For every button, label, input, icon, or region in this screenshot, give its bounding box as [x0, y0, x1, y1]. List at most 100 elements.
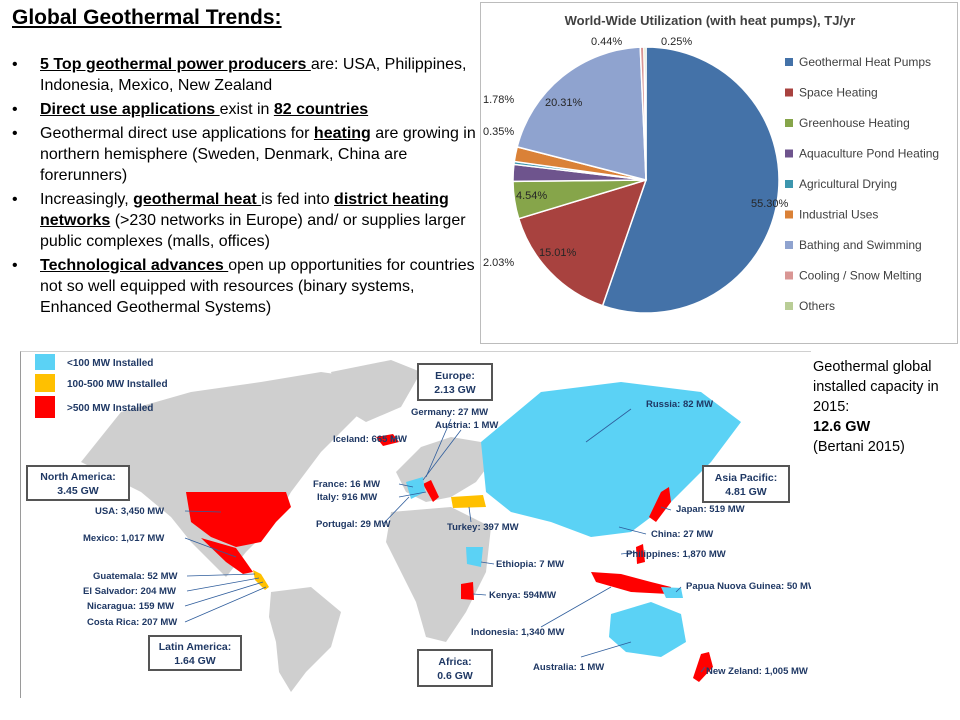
- pie-data-label: 4.54%: [516, 190, 547, 202]
- continent-shapes: [81, 360, 741, 692]
- pie-data-label: 2.03%: [483, 257, 514, 269]
- greenland-shape: [331, 360, 421, 422]
- pie-chart-svg: World-Wide Utilization (with heat pumps)…: [483, 13, 939, 314]
- legend-entry: Greenhouse Heating: [799, 116, 910, 130]
- png-shape: [661, 587, 683, 598]
- south-america-shape: [269, 587, 341, 692]
- pie-chart-title: World-Wide Utilization (with heat pumps)…: [565, 13, 856, 28]
- mexico-shape: [201, 538, 253, 574]
- pie-data-label: 55.30%: [751, 198, 789, 210]
- legend-swatch: [785, 241, 793, 249]
- svg-text:4.81 GW: 4.81 GW: [725, 486, 767, 498]
- legend-entry: Industrial Uses: [799, 208, 878, 222]
- pie-slice-bathing-and-swimming: [516, 46, 647, 181]
- pie-data-label: 15.01%: [539, 247, 577, 259]
- leader-lines: [184, 408, 706, 673]
- pie-data-label: 0.44%: [591, 36, 622, 48]
- iceland-shape: [376, 434, 399, 446]
- country-label-portugal: Portugal: 29 MW: [316, 519, 390, 530]
- svg-text:2.13 GW: 2.13 GW: [434, 384, 476, 396]
- country-label-usa: USA: 3,450 MW: [95, 506, 164, 517]
- new-zealand-shape: [693, 652, 713, 682]
- legend-entry: Aquaculture Pond Heating: [799, 147, 939, 161]
- country-label-japan: Japan: 519 MW: [676, 504, 745, 515]
- pie-slice-space-heating: [517, 178, 648, 307]
- legend-swatch: [785, 271, 793, 280]
- legend-entry: Agricultural Drying: [799, 177, 897, 191]
- bullet-item: Technological advances open up opportuni…: [12, 255, 480, 318]
- svg-text:Europe:: Europe:: [435, 370, 475, 382]
- pie-data-label: 0.25%: [661, 36, 692, 48]
- map-legend: <100 MW Installed 100-500 MW Installed >…: [35, 354, 168, 418]
- pie-data-label: 1.78%: [483, 94, 514, 106]
- legend-swatch-medium: [35, 374, 55, 392]
- world-map-panel: <100 MW Installed 100-500 MW Installed >…: [20, 351, 817, 698]
- indonesia-shape: [591, 572, 671, 594]
- trend-bullet-list: 5 Top geothermal power producers are: US…: [12, 54, 480, 321]
- country-label-papua-new-guinea: Papua Nuova Guinea: 50 MW: [686, 581, 811, 592]
- svg-text:North America:: North America:: [40, 471, 115, 483]
- legend-label-medium: 100-500 MW Installed: [67, 379, 168, 390]
- country-label-china: China: 27 MW: [651, 529, 713, 540]
- kenya-shape: [461, 582, 474, 600]
- country-label-nicaragua: Nicaragua: 159 MW: [87, 601, 174, 612]
- bullet-item: Geothermal direct use applications for h…: [12, 123, 480, 186]
- usa-shape: [186, 492, 291, 547]
- world-map-svg: <100 MW Installed 100-500 MW Installed >…: [26, 354, 817, 692]
- legend-entry: Others: [799, 299, 835, 313]
- turkey-shape: [451, 495, 486, 508]
- bullet-item: 5 Top geothermal power producers are: US…: [12, 54, 480, 96]
- legend-swatch: [785, 58, 793, 66]
- region-callouts: Europe: 2.13 GW North America: 3.45 GW A…: [26, 363, 790, 687]
- pie-data-label: 0.35%: [483, 126, 514, 138]
- legend-swatch: [785, 149, 793, 158]
- legend-label-small: <100 MW Installed: [67, 358, 153, 369]
- country-label-indonesia: Indonesia: 1,340 MW: [471, 627, 564, 638]
- capacity-note: Geothermal global installed capacity in …: [813, 357, 953, 457]
- country-label-philippines: Philippines: 1,870 MW: [626, 549, 726, 560]
- country-label-australia: Australia: 1 MW: [533, 662, 604, 673]
- legend-swatch: [785, 302, 793, 310]
- country-label-turkey: Turkey: 397 MW: [447, 522, 519, 533]
- legend-swatch-large: [35, 396, 55, 418]
- country-label-italy: Italy: 916 MW: [317, 492, 377, 503]
- svg-text:Africa:: Africa:: [438, 656, 471, 668]
- country-label-france: France: 16 MW: [313, 479, 380, 490]
- country-label-ethiopia: Ethiopia: 7 MW: [496, 559, 564, 570]
- country-label-el-salvador: El Salvador: 204 MW: [83, 586, 176, 597]
- utilization-pie-chart: World-Wide Utilization (with heat pumps)…: [480, 2, 958, 344]
- capacity-note-text: Geothermal global installed capacity in …: [813, 359, 939, 415]
- italy-shape: [423, 480, 439, 502]
- legend-label-large: >500 MW Installed: [67, 403, 153, 414]
- page-heading: Global Geothermal Trends:: [12, 6, 282, 29]
- country-label-new-zealand: New Zeland: 1,005 MW: [706, 666, 808, 677]
- asia-shape: [481, 382, 741, 537]
- country-label-germany: Germany: 27 MW: [411, 407, 488, 418]
- north-america-shape: [81, 372, 391, 577]
- legend-swatch: [785, 88, 793, 97]
- central-america-shape: [253, 570, 269, 590]
- pie-slice-others: [643, 46, 647, 181]
- legend-entry: Space Heating: [799, 86, 878, 100]
- region-latin-america: Latin America: 1.64 GW: [148, 635, 242, 671]
- legend-entry: Cooling / Snow Melting: [799, 269, 922, 283]
- country-label-russia: Russia: 82 MW: [646, 399, 713, 410]
- region-europe: Europe: 2.13 GW: [417, 363, 493, 401]
- legend-swatch-small: [35, 354, 55, 370]
- legend-entry: Bathing and Swimming: [799, 238, 922, 252]
- country-label-iceland: Iceland: 665 MW: [333, 434, 407, 445]
- ethiopia-shape: [466, 547, 483, 567]
- capacity-note-source: (Bertani 2015): [813, 439, 905, 455]
- country-label-costa-rica: Costa Rica: 207 MW: [87, 617, 177, 628]
- svg-text:1.64 GW: 1.64 GW: [174, 655, 216, 667]
- region-north-america: North America: 3.45 GW: [26, 465, 130, 501]
- bullet-item: Increasingly, geothermal heat is fed int…: [12, 189, 480, 252]
- japan-shape: [649, 487, 671, 522]
- country-labels: Russia: 82 MW Germany: 27 MW Austria: 1 …: [83, 399, 817, 677]
- legend-swatch: [785, 210, 793, 219]
- svg-text:Latin America:: Latin America:: [159, 641, 232, 653]
- legend-swatch: [785, 180, 793, 188]
- region-africa: Africa: 0.6 GW: [417, 649, 493, 687]
- western-europe-shape: [406, 477, 425, 499]
- africa-shape: [386, 507, 491, 642]
